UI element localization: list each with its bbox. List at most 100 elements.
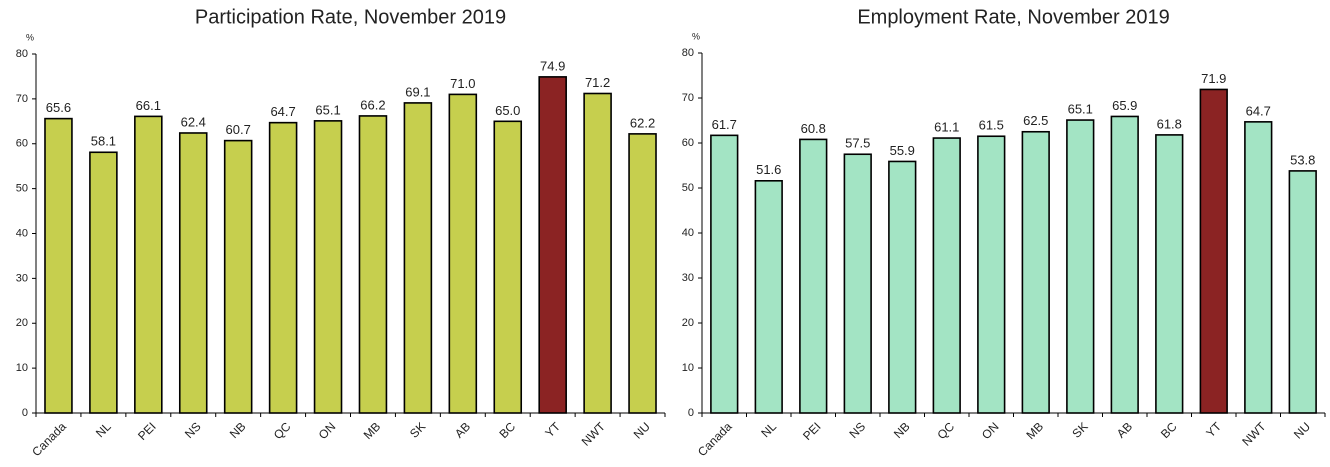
bar <box>710 134 739 414</box>
x-tick-label: YT <box>1203 419 1224 440</box>
y-tick-label: 70 <box>682 92 694 104</box>
y-tick-label: 30 <box>682 272 694 284</box>
x-tick-label: NS <box>846 419 868 441</box>
bar <box>1244 121 1273 414</box>
y-tick-label: 80 <box>16 48 28 60</box>
value-label: 65.9 <box>1112 98 1137 113</box>
x-tick-label: NS <box>182 419 204 441</box>
y-tick-label: 20 <box>16 317 28 329</box>
bar <box>1288 170 1317 414</box>
x-tick-label: AB <box>1114 419 1135 440</box>
y-tick-label: 50 <box>16 183 28 195</box>
y-tick-label: 40 <box>16 227 28 239</box>
bar <box>358 115 388 414</box>
x-tick-label: NL <box>93 419 114 440</box>
bar <box>1199 88 1228 414</box>
value-label: 65.6 <box>46 100 71 115</box>
y-tick-label: 20 <box>682 317 694 329</box>
value-label: 55.9 <box>890 143 915 158</box>
value-label: 61.7 <box>712 117 737 132</box>
y-axis-label: % <box>26 32 34 42</box>
y-tick-label: 10 <box>682 362 694 374</box>
value-label: 71.9 <box>1201 71 1226 86</box>
bar <box>89 151 118 414</box>
x-tick-label: NU <box>631 419 653 441</box>
value-label: 71.2 <box>585 75 610 90</box>
bar <box>493 120 523 414</box>
value-label: 53.8 <box>1290 152 1315 167</box>
x-tick-label: Canada <box>695 419 735 459</box>
bar <box>843 153 872 414</box>
bar <box>932 137 961 414</box>
y-tick-label: 80 <box>682 47 694 59</box>
value-label: 62.5 <box>1023 113 1048 128</box>
y-tick-label: 0 <box>688 407 694 419</box>
y-tick-label: 70 <box>16 93 28 105</box>
bar <box>268 121 298 414</box>
bar <box>178 132 208 414</box>
x-tick-label: QC <box>934 419 957 442</box>
bar <box>134 115 163 414</box>
value-label: 65.1 <box>1068 101 1093 116</box>
x-tick-label: NB <box>891 419 913 441</box>
y-tick-label: 40 <box>682 227 694 239</box>
chart-title: Participation Rate, November 2019 <box>195 6 506 28</box>
bar <box>44 117 73 414</box>
value-label: 61.8 <box>1157 116 1182 131</box>
value-label: 64.7 <box>1246 103 1271 118</box>
bar <box>1110 115 1139 414</box>
value-label: 61.5 <box>979 118 1004 133</box>
x-tick-label: QC <box>271 419 294 442</box>
x-tick-label: NB <box>227 419 249 441</box>
y-tick-label: 50 <box>682 182 694 194</box>
value-label: 65.1 <box>315 102 340 117</box>
x-tick-label: ON <box>316 419 339 442</box>
bar <box>223 139 253 414</box>
bar <box>403 102 433 414</box>
x-tick-label: Canada <box>29 419 69 459</box>
bar <box>1155 134 1184 414</box>
x-tick-label: ON <box>979 419 1002 442</box>
bar <box>448 93 478 414</box>
value-label: 51.6 <box>756 162 781 177</box>
value-label: 62.4 <box>181 114 206 129</box>
x-tick-label: NWT <box>579 419 609 449</box>
value-label: 71.0 <box>450 76 475 91</box>
x-tick-label: AB <box>452 419 473 440</box>
chart-title: Employment Rate, November 2019 <box>857 6 1169 28</box>
bar <box>583 92 612 414</box>
y-tick-label: 60 <box>16 138 28 150</box>
x-tick-label: PEI <box>800 419 824 443</box>
value-label: 66.1 <box>136 98 161 113</box>
value-label: 69.1 <box>405 84 430 99</box>
y-tick-label: 10 <box>16 362 28 374</box>
x-tick-label: NWT <box>1239 419 1269 449</box>
x-tick-label: BC <box>496 419 518 441</box>
value-label: 60.7 <box>226 122 251 137</box>
x-tick-label: SK <box>1069 419 1090 440</box>
x-tick-label: PEI <box>135 419 159 443</box>
bar <box>1021 130 1050 414</box>
x-tick-label: NU <box>1291 419 1313 441</box>
y-tick-label: 60 <box>682 137 694 149</box>
bar <box>628 133 657 414</box>
bar <box>538 76 567 414</box>
value-label: 61.1 <box>934 119 959 134</box>
x-tick-label: SK <box>407 419 428 440</box>
bar <box>754 180 783 414</box>
bar <box>799 138 828 414</box>
value-label: 64.7 <box>270 104 295 119</box>
value-label: 57.5 <box>845 136 870 151</box>
x-tick-label: NL <box>758 419 779 440</box>
bar <box>313 120 343 414</box>
y-tick-label: 0 <box>22 407 28 419</box>
value-label: 58.1 <box>91 134 116 149</box>
value-label: 66.2 <box>360 97 385 112</box>
y-tick-label: 30 <box>16 272 28 284</box>
bar <box>1066 119 1095 414</box>
value-label: 60.8 <box>801 121 826 136</box>
value-label: 62.2 <box>630 115 655 130</box>
value-label: 65.0 <box>495 103 520 118</box>
x-tick-label: YT <box>542 419 563 440</box>
